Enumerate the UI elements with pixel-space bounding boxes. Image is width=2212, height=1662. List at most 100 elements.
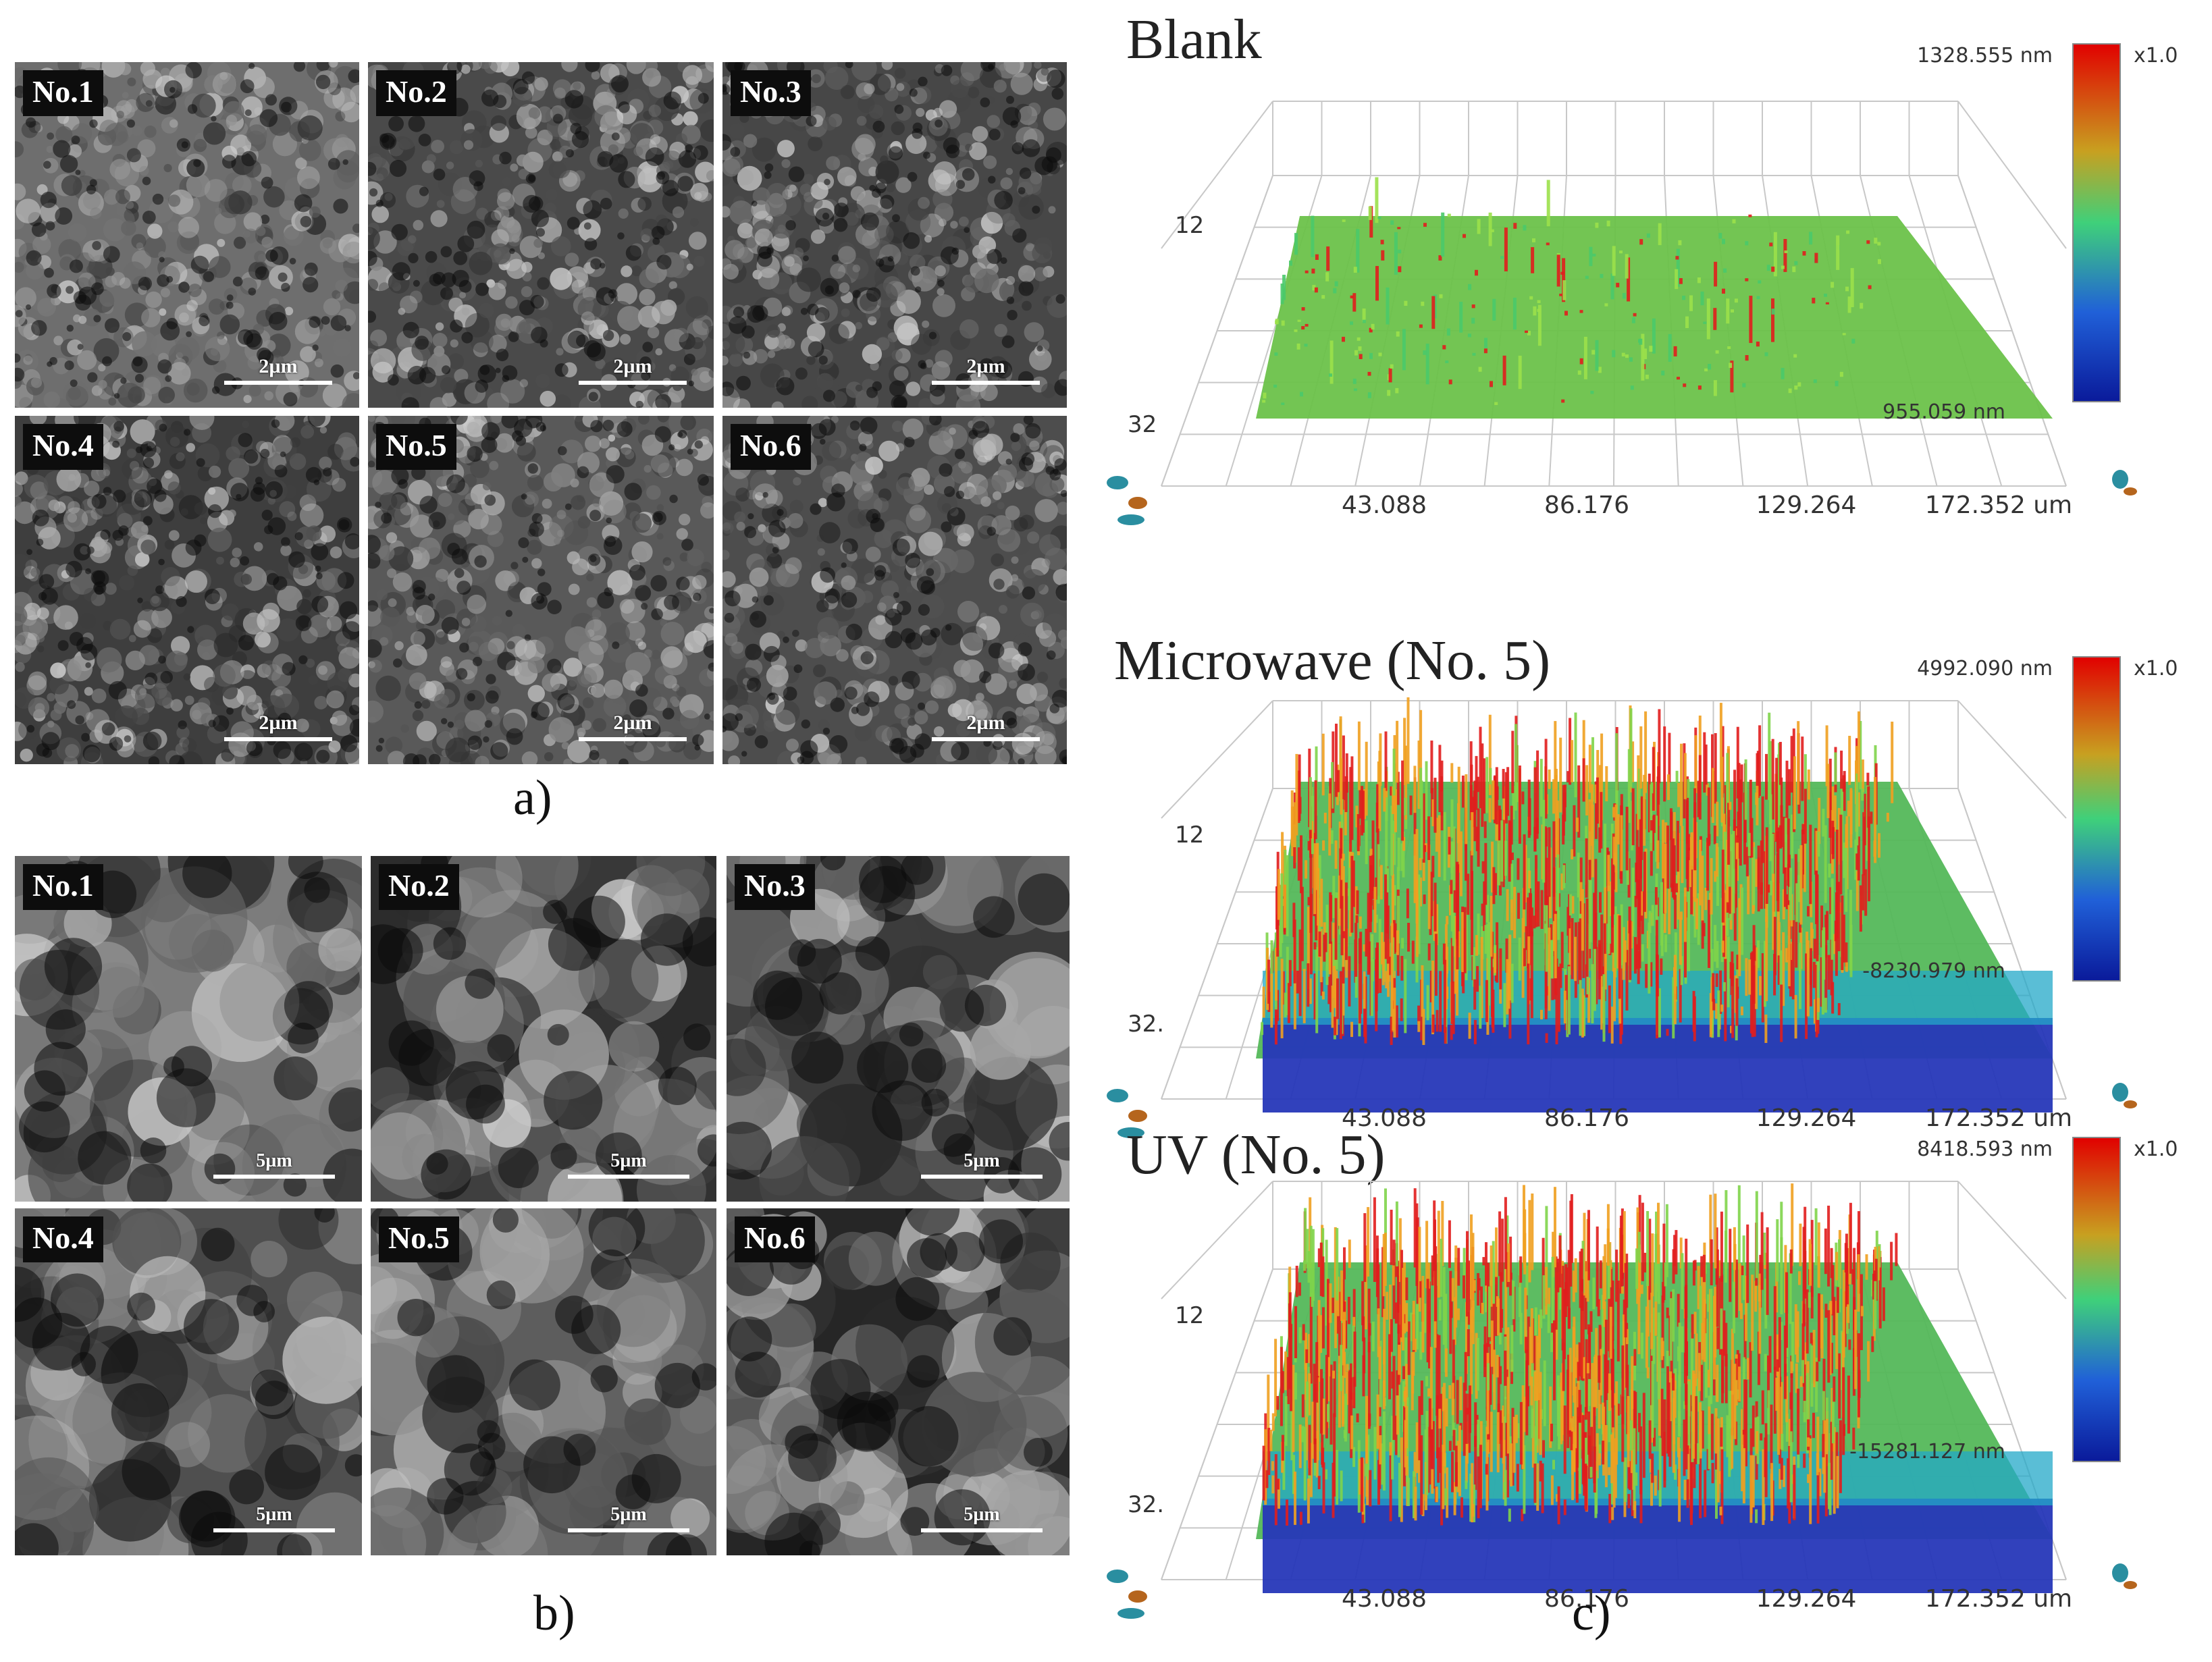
afm-surface bbox=[1256, 177, 2053, 419]
sample-tag: No.3 bbox=[731, 70, 811, 116]
sem-image: No.4 5µm bbox=[15, 1208, 362, 1555]
scale-bar: 2µm bbox=[579, 712, 687, 741]
scale-line bbox=[579, 737, 687, 741]
scale-bar: 5µm bbox=[921, 1504, 1043, 1532]
scale-line bbox=[579, 381, 687, 385]
orientation-widget-icon bbox=[1107, 1089, 1147, 1138]
sem-image: No.3 5µm bbox=[727, 856, 1070, 1202]
sem-image: No.6 5µm bbox=[727, 1208, 1070, 1555]
sem-image: No.2 5µm bbox=[371, 856, 716, 1202]
scale-label: 5µm bbox=[256, 1504, 292, 1525]
afm-3d-plot: 8418.593 nm -15281.127 nm x1.0 12 32. 43.088 8… bbox=[1107, 1137, 2178, 1619]
panel-a-label: a) bbox=[513, 770, 552, 826]
sample-tag: No.5 bbox=[376, 424, 456, 470]
panel-c-label: c) bbox=[1572, 1586, 1611, 1641]
scale-line bbox=[932, 381, 1040, 385]
scale-label: 5µm bbox=[964, 1504, 1000, 1525]
sem-image: No.2 2µm bbox=[368, 62, 714, 408]
scale-bar: 2µm bbox=[579, 355, 687, 385]
scale-label: 5µm bbox=[964, 1150, 1000, 1171]
sem-image: No.1 2µm bbox=[15, 62, 359, 408]
sem-texture bbox=[368, 62, 714, 408]
scale-label: 2µm bbox=[259, 355, 298, 377]
x-tick-label: 172.352 um bbox=[1925, 1585, 2072, 1613]
orientation-widget-icon bbox=[2112, 470, 2137, 495]
scale-bar: 5µm bbox=[213, 1150, 335, 1179]
x-tick-label: 43.088 bbox=[1342, 1585, 1427, 1613]
scale-label: 2µm bbox=[966, 712, 1005, 734]
sem-texture bbox=[722, 416, 1067, 764]
scale-bar: 5µm bbox=[568, 1150, 689, 1179]
sample-tag: No.5 bbox=[379, 1216, 459, 1262]
scale-label: 5µm bbox=[610, 1504, 647, 1525]
sem-image: No.3 2µm bbox=[722, 62, 1067, 408]
sem-image: No.1 5µm bbox=[15, 856, 362, 1202]
sample-tag: No.1 bbox=[23, 864, 103, 910]
scale-line bbox=[224, 737, 332, 741]
color-scale-bar bbox=[2072, 43, 2121, 402]
scale-label: 2µm bbox=[613, 712, 652, 734]
y-tick-label: 12 bbox=[1175, 212, 1204, 239]
afm-surface bbox=[1256, 1183, 2053, 1593]
y-tick-label: 32. bbox=[1128, 1011, 1164, 1038]
sem-image: No.5 2µm bbox=[368, 416, 714, 764]
sem-image: No.5 5µm bbox=[371, 1208, 716, 1555]
sample-tag: No.6 bbox=[735, 1216, 815, 1262]
sem-texture bbox=[371, 1208, 716, 1555]
x-tick-label: 129.264 bbox=[1756, 491, 1857, 519]
scale-label: 5µm bbox=[256, 1150, 292, 1171]
afm-plot-title: Microwave (No. 5) bbox=[1114, 629, 1551, 692]
scale-line bbox=[224, 381, 332, 385]
sample-tag: No.6 bbox=[731, 424, 811, 470]
orientation-widget-icon bbox=[1107, 476, 1147, 525]
sem-texture bbox=[15, 62, 359, 408]
orientation-widget-icon bbox=[1107, 1570, 1147, 1619]
scale-line bbox=[213, 1528, 335, 1532]
color-scale-bar bbox=[2072, 1137, 2121, 1462]
sample-tag: No.4 bbox=[23, 1216, 103, 1262]
scale-factor-label: x1.0 bbox=[2134, 1137, 2178, 1161]
y-tick-label: 32. bbox=[1128, 1491, 1164, 1518]
sample-tag: No.3 bbox=[735, 864, 815, 910]
scale-factor-label: x1.0 bbox=[2134, 44, 2178, 68]
scale-line bbox=[921, 1175, 1043, 1179]
afm-plot-title: Blank bbox=[1126, 8, 1262, 71]
afm-surface bbox=[1256, 697, 2053, 1113]
scale-label: 2µm bbox=[259, 712, 298, 734]
scale-bar: 2µm bbox=[932, 355, 1040, 385]
panel-b-label: b) bbox=[533, 1586, 575, 1641]
scale-bar: 5µm bbox=[213, 1504, 335, 1532]
scale-bar: 2µm bbox=[224, 355, 332, 385]
sem-texture bbox=[368, 416, 714, 764]
afm-3d-plot: 4992.090 nm -8230.979 nm x1.0 12 32. 43.088 86… bbox=[1107, 656, 2178, 1138]
z-max-label: 1328.555 nm bbox=[1917, 44, 2053, 68]
x-tick-label: 86.176 bbox=[1544, 1585, 1629, 1613]
scale-label: 5µm bbox=[610, 1150, 647, 1171]
x-tick-label: 86.176 bbox=[1544, 491, 1629, 519]
sem-image: No.6 2µm bbox=[722, 416, 1067, 764]
color-scale-bar bbox=[2072, 656, 2121, 982]
scale-line bbox=[568, 1175, 689, 1179]
sem-texture bbox=[15, 1208, 362, 1555]
sample-tag: No.2 bbox=[376, 70, 456, 116]
scale-bar: 2µm bbox=[932, 712, 1040, 741]
z-min-label: -15281.127 nm bbox=[1849, 1440, 2005, 1464]
orientation-widget-icon bbox=[2112, 1563, 2137, 1589]
sem-texture bbox=[15, 416, 359, 764]
x-tick-label: 129.264 bbox=[1756, 1104, 1857, 1132]
scale-label: 2µm bbox=[613, 355, 652, 377]
scale-bar: 5µm bbox=[921, 1150, 1043, 1179]
scale-factor-label: x1.0 bbox=[2134, 657, 2178, 680]
y-tick-label: 32 bbox=[1128, 411, 1157, 438]
scale-line bbox=[568, 1528, 689, 1532]
afm-3d-plot: 1328.555 nm 955.059 nm x1.0 12 32 43.088 86.17… bbox=[1107, 43, 2178, 525]
scale-bar: 2µm bbox=[224, 712, 332, 741]
x-tick-label: 43.088 bbox=[1342, 1104, 1427, 1132]
y-tick-label: 12 bbox=[1175, 1302, 1204, 1329]
scale-line bbox=[213, 1175, 335, 1179]
z-min-label: -8230.979 nm bbox=[1862, 959, 2005, 983]
scale-bar: 5µm bbox=[568, 1504, 689, 1532]
scale-label: 2µm bbox=[966, 355, 1005, 377]
z-max-label: 8418.593 nm bbox=[1917, 1137, 2053, 1161]
sample-tag: No.2 bbox=[379, 864, 459, 910]
